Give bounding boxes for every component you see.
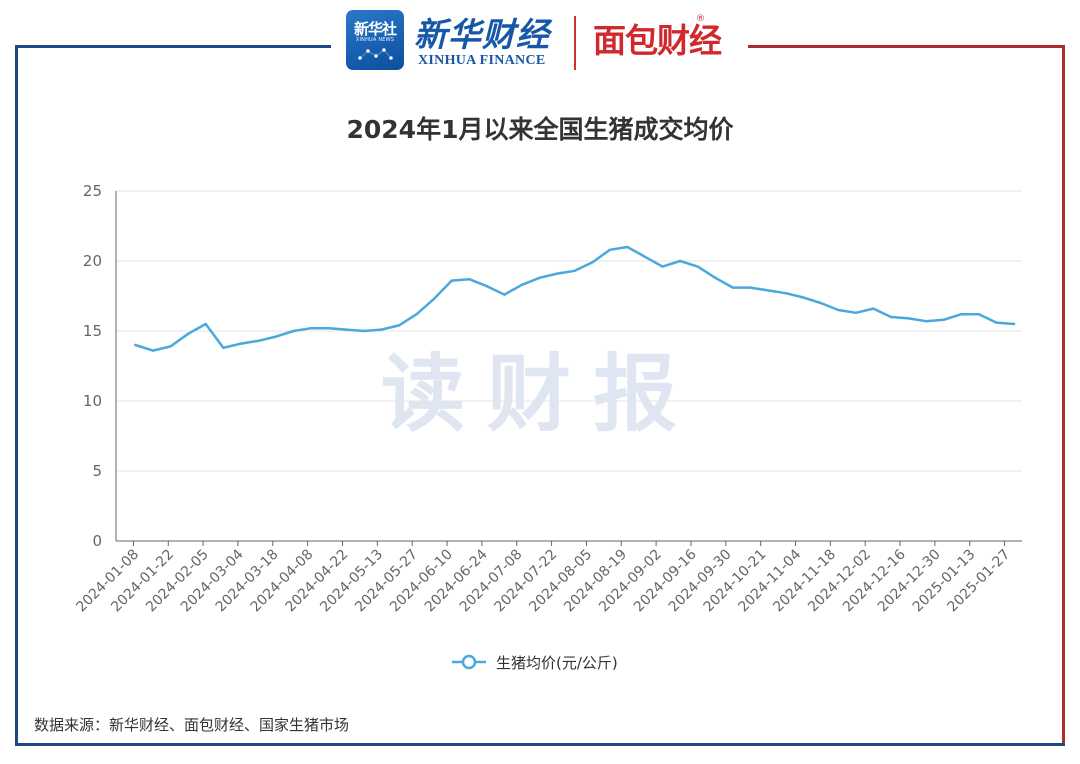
data-point [292,329,295,333]
data-point [274,335,278,338]
data-point [450,279,453,282]
data-point [942,318,945,321]
x-axis: 2024-01-082024-01-222024-02-052024-03-04… [73,540,1022,615]
legend[interactable]: 生猪均价(元/公斤) [452,654,618,672]
frame-left [15,47,18,745]
data-point [907,317,910,320]
data-point [169,345,172,348]
xinhuashe-logo: 新华社 XINHUA NEWS [346,10,404,70]
data-point [678,259,682,263]
frame-top-right [748,45,1065,48]
data-point [749,286,752,289]
data-point [134,343,137,347]
data-point [573,269,576,272]
legend-label: 生猪均价(元/公斤) [496,654,618,672]
xinhuashe-logo-sub: XINHUA NEWS [355,37,395,43]
data-point [977,313,981,316]
data-point [960,313,963,316]
data-point [872,307,875,310]
data-point [186,332,190,335]
y-tick-label: 5 [92,462,102,480]
logo-divider [574,16,576,70]
y-tick-label: 0 [92,532,102,550]
series-group [134,245,1016,352]
frame-right [1062,47,1065,745]
y-axis: 0 5 10 15 20 25 [83,182,117,550]
y-tick-label: 15 [83,322,102,340]
data-point [661,265,664,268]
network-dots-icon [358,48,393,60]
mianbao-finance-logo: 面包财经 [593,21,722,60]
data-point [538,276,541,279]
data-point [151,349,155,352]
data-point [309,327,313,330]
data-point [555,272,559,275]
data-point [485,285,489,288]
data-point [714,276,717,279]
data-point [1012,322,1016,326]
data-point [837,308,840,312]
source-note: 数据来源：新华财经、面包财经、国家生猪市场 [34,716,350,734]
watermark: 读财报 [381,345,699,443]
data-point [643,255,647,258]
data-point [995,321,998,324]
data-point [766,289,770,292]
data-point [889,315,893,319]
data-point [819,301,822,305]
data-point [784,292,787,295]
y-tick-label: 10 [83,392,102,410]
grid [116,190,1022,472]
y-tick-label: 20 [83,252,102,270]
xinhua-finance-logo-cn: 新华财经 [414,15,550,54]
data-point [591,261,594,264]
data-point [520,283,524,286]
data-point [468,278,471,281]
frame-bottom [15,743,1065,746]
data-point [608,248,612,251]
data-point [854,311,858,314]
data-point [239,342,243,345]
data-point [415,313,418,316]
data-point [432,297,436,300]
data-point [924,320,928,323]
data-point [801,296,805,299]
data-point [503,293,506,296]
xinhua-finance-logo-en: XINHUA FINANCE [418,53,546,68]
xinhuashe-logo-text: 新华社 [353,20,397,38]
data-point [204,322,207,326]
data-point [222,346,225,349]
registered-mark: ® [696,14,705,24]
legend-marker-icon [461,654,477,670]
data-point [345,328,348,331]
data-point [257,339,260,342]
data-point [731,286,735,289]
data-point [397,324,401,327]
data-point [362,329,366,333]
y-tick-label: 25 [83,182,102,200]
data-point [626,245,629,249]
data-point [380,328,383,331]
frame-top-left [15,45,331,48]
data-point [327,327,330,330]
series-line [134,245,1016,352]
data-point [696,265,699,268]
chart-title: 2024年1月以来全国生猪成交均价 [346,115,734,144]
